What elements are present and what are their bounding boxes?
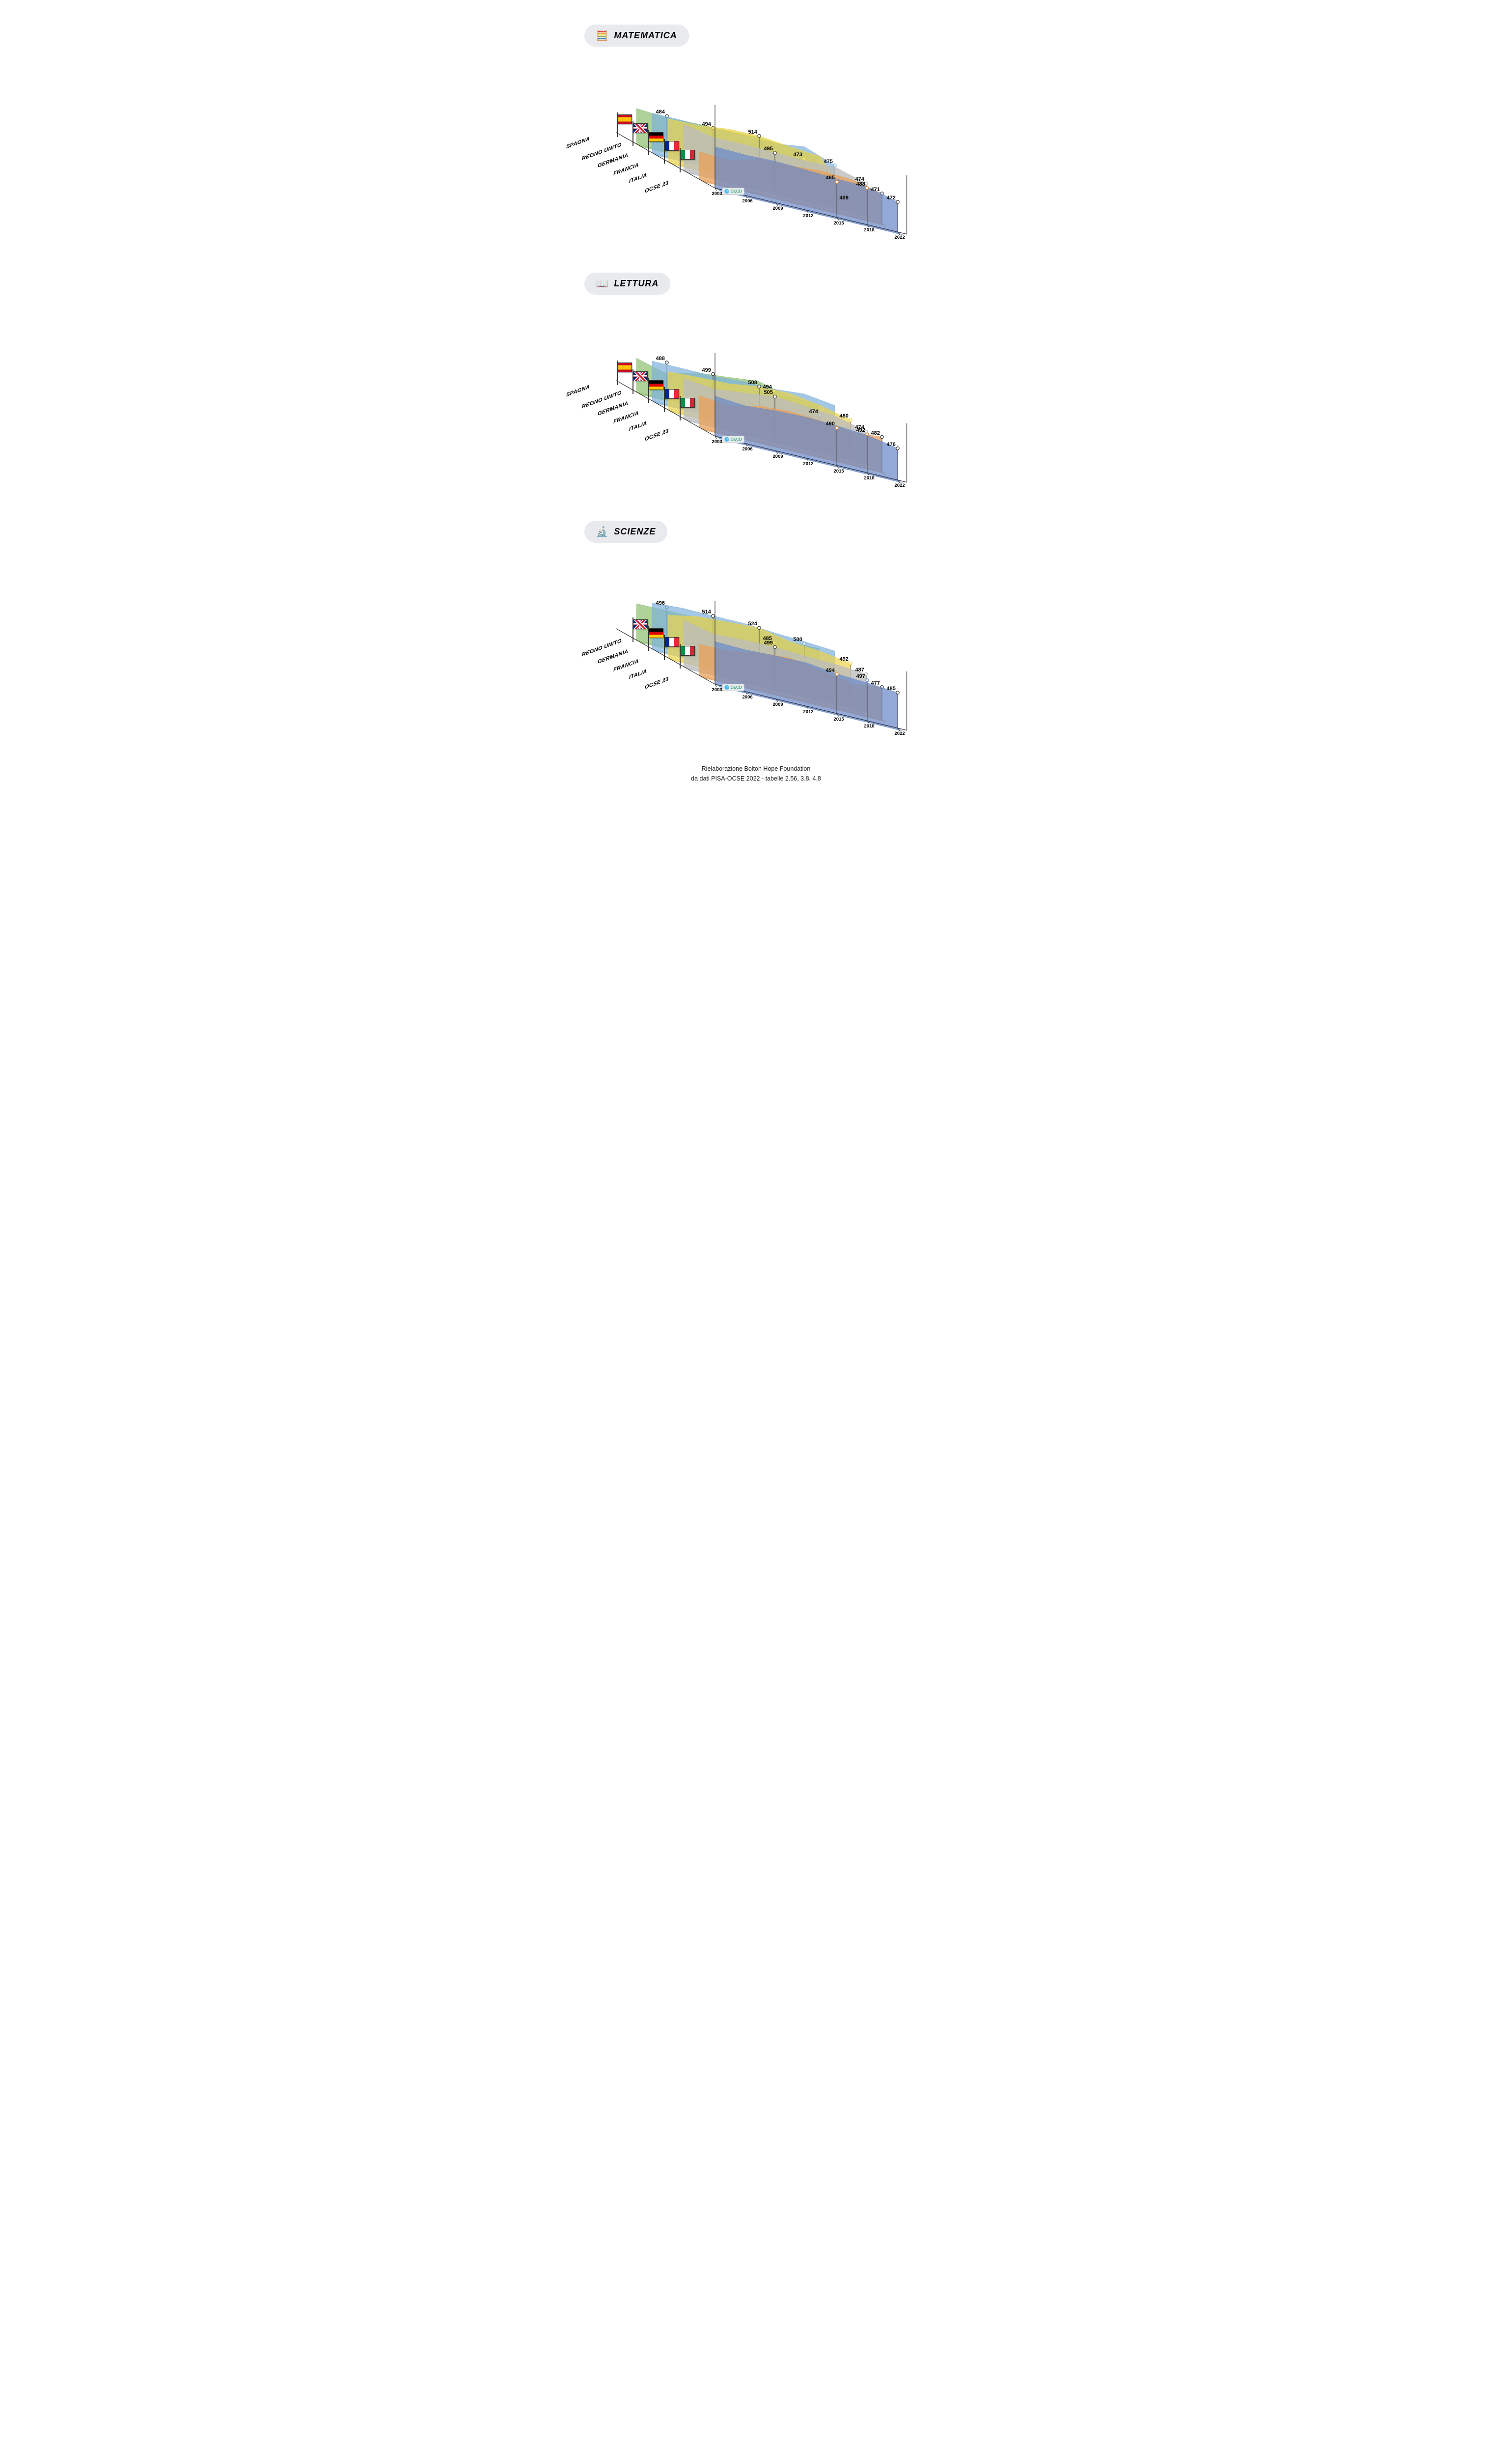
year-label: 2003 xyxy=(712,687,722,693)
year-label: 2003 xyxy=(712,191,722,196)
flag-germany xyxy=(649,628,663,638)
chart-scienze: 🔬SCIENZE49651448550052449249948747748549… xyxy=(565,516,948,729)
chart-stage: 4844944734755144094954744714724854882003… xyxy=(565,22,948,233)
flag-france xyxy=(664,389,679,399)
year-label: 2022 xyxy=(895,483,905,488)
chart-title-text: SCIENZE xyxy=(614,527,656,537)
year-label: 2012 xyxy=(803,709,814,715)
flag-uk xyxy=(633,371,648,381)
value-label: 508 xyxy=(748,380,757,386)
year-label: 2015 xyxy=(834,717,844,722)
chart-title-text: MATEMATICA xyxy=(614,30,677,41)
value-label: 488 xyxy=(656,356,665,362)
value-label: 499 xyxy=(702,367,711,373)
year-label: 2006 xyxy=(742,198,753,204)
chart-lettura: 📖LETTURA48849949450847448050547448247649… xyxy=(565,268,948,481)
value-label: 505 xyxy=(764,390,773,395)
year-label: 2022 xyxy=(895,235,905,240)
year-label: 2009 xyxy=(773,702,783,707)
value-label: 473 xyxy=(794,152,802,158)
value-label: 494 xyxy=(763,384,772,390)
year-label: 2012 xyxy=(803,213,814,219)
value-label: 494 xyxy=(702,121,711,127)
chart-title-pill: 🧮 MATEMATICA xyxy=(584,25,689,47)
value-label: 484 xyxy=(656,109,665,115)
flag-spain xyxy=(617,114,632,124)
year-label: 2015 xyxy=(834,469,844,474)
chart-icon: 📖 xyxy=(596,278,608,290)
value-label: 487 xyxy=(855,667,864,673)
value-label: 482 xyxy=(871,430,880,436)
chart-title-pill: 📖 LETTURA xyxy=(584,273,671,295)
year-label: 2006 xyxy=(742,695,753,700)
year-label: 2009 xyxy=(773,454,783,459)
value-label: 499 xyxy=(764,640,773,646)
chart-title-text: LETTURA xyxy=(614,279,659,289)
value-label: 475 xyxy=(824,159,833,165)
flag-italy xyxy=(680,398,695,408)
chart-icon: 🧮 xyxy=(596,29,608,42)
value-label: 477 xyxy=(871,680,880,686)
year-label: 2009 xyxy=(773,206,783,211)
oecd-logo: 🌐 OECD xyxy=(722,684,744,691)
value-label: 485 xyxy=(826,175,835,181)
source-line2: da dati PISA-OCSE 2022 - tabelle 2.56, 3… xyxy=(565,774,948,783)
flag-france xyxy=(664,141,679,151)
year-label: 2003 xyxy=(712,439,722,445)
value-label: 471 xyxy=(871,187,880,193)
flag-uk xyxy=(633,619,648,629)
value-label: 500 xyxy=(794,637,802,642)
value-label: 524 xyxy=(748,621,757,627)
infographic-container: 🧮 MATEMATICA 484 494 473 475 514 409 495 474 471 47… xyxy=(565,20,948,783)
value-label: 409 xyxy=(840,195,849,201)
year-label: 2012 xyxy=(803,461,814,467)
flag-uk xyxy=(633,123,648,133)
oecd-logo: 🌐 OECD xyxy=(722,188,744,195)
year-label: 2018 xyxy=(864,475,875,481)
value-label: 485 xyxy=(887,686,896,692)
value-label: 488 xyxy=(856,181,865,187)
year-label: 2018 xyxy=(864,724,875,729)
oecd-logo: 🌐 OECD xyxy=(722,436,744,443)
source-line1: Rielaborazione Bolton Hope Foundation xyxy=(565,764,948,774)
flag-italy xyxy=(680,150,695,160)
chart-stage: 4965144855005244924994874774854944972003… xyxy=(565,518,948,729)
value-label: 492 xyxy=(856,427,865,433)
chart-title-pill: 🔬 SCIENZE xyxy=(584,521,668,543)
source-attribution: Rielaborazione Bolton Hope Foundation da… xyxy=(565,764,948,783)
year-label: 2018 xyxy=(864,227,875,233)
value-label: 476 xyxy=(887,442,896,447)
flag-germany xyxy=(649,380,663,390)
value-label: 497 xyxy=(856,673,865,679)
value-label: 514 xyxy=(702,609,711,615)
value-label: 492 xyxy=(840,656,849,662)
value-label: 472 xyxy=(887,195,896,201)
flag-france xyxy=(664,637,679,647)
value-label: 494 xyxy=(826,668,835,673)
year-label: 2006 xyxy=(742,447,753,452)
year-label: 2022 xyxy=(895,731,905,736)
flag-spain xyxy=(617,363,632,372)
year-label: 2015 xyxy=(834,221,844,226)
flag-germany xyxy=(649,132,663,142)
chart-matematica: 🧮MATEMATICA48449447347551440949547447147… xyxy=(565,20,948,233)
value-label: 480 xyxy=(840,413,849,419)
flag-italy xyxy=(680,646,695,656)
value-label: 496 xyxy=(656,600,665,606)
value-label: 514 xyxy=(748,129,757,135)
chart-icon: 🔬 xyxy=(596,526,608,538)
chart-stage: 4884994945084744805054744824764904922003… xyxy=(565,270,948,481)
value-label: 490 xyxy=(826,421,835,427)
value-label: 495 xyxy=(764,146,773,152)
value-label: 474 xyxy=(809,409,818,415)
